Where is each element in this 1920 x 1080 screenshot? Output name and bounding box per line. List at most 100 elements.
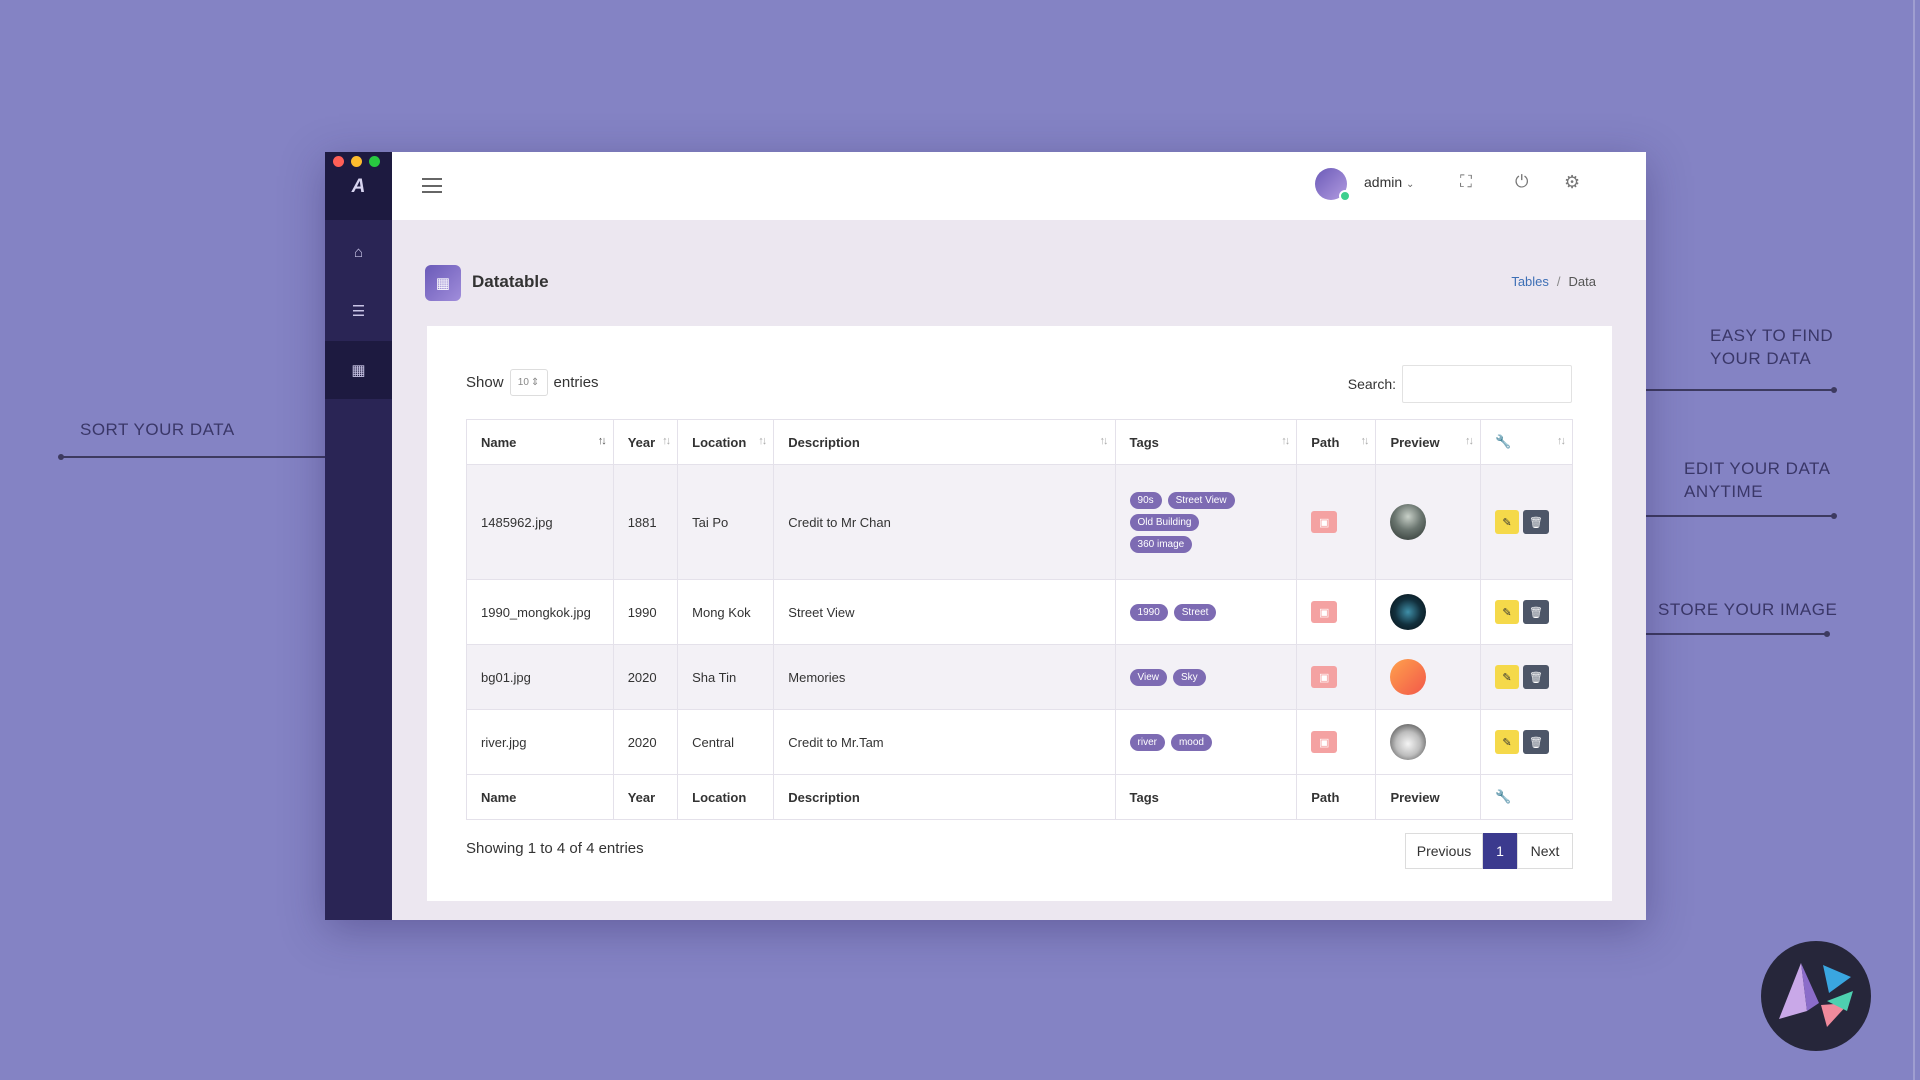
sort-icon: ↑↓ <box>597 435 607 447</box>
table-row[interactable]: bg01.jpg 2020 Sha Tin Memories View Sky … <box>466 644 1573 710</box>
column-header-path[interactable]: Path ↑↓ <box>1296 419 1377 465</box>
image-path-icon[interactable]: ▣ <box>1311 666 1338 688</box>
annotation-sort-dot <box>58 454 64 460</box>
annotation-sort: SORT YOUR DATA <box>80 420 235 439</box>
cell-actions: ✎ 🗑 <box>1480 709 1573 775</box>
search-control: Search: <box>1348 365 1572 403</box>
sort-icon: ↑↓ <box>758 435 767 447</box>
annotation-edit: EDIT YOUR DATA ANYTIME <box>1684 457 1831 503</box>
home-icon: ⌂ <box>353 243 364 261</box>
column-header-tags[interactable]: Tags ↑↓ <box>1114 419 1298 465</box>
user-menu[interactable]: admin ⌄ <box>1364 174 1414 190</box>
cell-name: river.jpg <box>466 709 614 775</box>
cell-tags: View Sky <box>1114 644 1298 710</box>
column-header-year[interactable]: Year ↑↓ <box>612 419 679 465</box>
top-bar: admin ⌄ ⛶ ⏻ ⚙ <box>392 152 1646 220</box>
gear-icon[interactable]: ⚙ <box>1564 172 1581 192</box>
previous-page-button[interactable]: Previous <box>1405 833 1483 869</box>
minimize-window-button[interactable] <box>351 156 362 167</box>
cell-actions: ✎ 🗑 <box>1480 464 1573 580</box>
cell-preview <box>1375 579 1482 645</box>
image-preview[interactable] <box>1390 659 1427 695</box>
right-edge-line <box>1913 0 1915 1080</box>
cell-path: ▣ <box>1296 644 1377 710</box>
sort-arrows-icon: ⇕ <box>530 377 540 388</box>
edit-icon[interactable]: ✎ <box>1495 510 1520 534</box>
cell-tags: 90s Street View Old Building 360 image <box>1114 464 1298 580</box>
tag: Old Building <box>1129 513 1200 531</box>
trash-icon[interactable]: 🗑 <box>1523 730 1550 754</box>
annotation-find-dot <box>1831 387 1837 393</box>
breadcrumb: Tables / Data <box>1511 274 1596 289</box>
column-header-actions[interactable]: 🔧 ↑↓ <box>1480 419 1573 465</box>
sort-icon: ↑↓ <box>1557 435 1566 447</box>
entries-label: entries <box>553 374 599 391</box>
breadcrumb-tables-link[interactable]: Tables <box>1511 274 1549 289</box>
fullscreen-icon[interactable]: ⛶ <box>1460 172 1472 191</box>
annotation-edit-dot <box>1831 513 1837 519</box>
cell-year: 1990 <box>612 579 679 645</box>
column-header-description[interactable]: Description ↑↓ <box>773 419 1116 465</box>
sort-icon: ↑↓ <box>662 435 671 447</box>
table-icon: ▦ <box>351 362 366 379</box>
image-preview[interactable] <box>1390 724 1427 760</box>
brand-logo-icon <box>1779 963 1853 1027</box>
image-path-icon[interactable]: ▣ <box>1311 511 1338 533</box>
sidebar-item-tables[interactable]: ▦ <box>325 341 392 399</box>
brand-logo-badge <box>1761 941 1871 1051</box>
wrench-icon: 🔧 <box>1495 434 1512 449</box>
column-header-location[interactable]: Location ↑↓ <box>677 419 775 465</box>
online-status-dot <box>1339 190 1351 202</box>
annotation-find: EASY TO FIND YOUR DATA <box>1710 324 1833 370</box>
cell-preview <box>1375 644 1482 710</box>
trash-icon[interactable]: 🗑 <box>1523 600 1550 624</box>
edit-icon[interactable]: ✎ <box>1495 730 1520 754</box>
close-window-button[interactable] <box>333 156 344 167</box>
datatable-card: Show 10 ⇕ entries Search: Name ↑↓ Year ↑↓ L… <box>427 326 1612 901</box>
table-row[interactable]: 1485962.jpg 1881 Tai Po Credit to Mr Cha… <box>466 464 1573 580</box>
tag: View <box>1129 668 1168 686</box>
cell-path: ▣ <box>1296 709 1377 775</box>
entries-length-select[interactable]: 10 ⇕ <box>509 369 548 396</box>
maximize-window-button[interactable] <box>369 156 380 167</box>
next-page-button[interactable]: Next <box>1517 833 1573 869</box>
chevron-down-icon: ⌄ <box>1406 179 1415 190</box>
sort-icon: ↑↓ <box>1281 435 1290 447</box>
trash-icon[interactable]: 🗑 <box>1523 510 1550 534</box>
image-preview[interactable] <box>1390 594 1427 630</box>
annotation-edit-line <box>1566 515 1834 517</box>
table-row[interactable]: 1990_mongkok.jpg 1990 Mong Kok Street Vi… <box>466 579 1573 645</box>
cell-tags: 1990 Street <box>1114 579 1298 645</box>
annotation-find-line1: EASY TO FIND <box>1710 326 1834 345</box>
hamburger-menu-icon[interactable] <box>422 178 442 193</box>
page-1-button[interactable]: 1 <box>1483 833 1517 869</box>
cell-actions: ✎ 🗑 <box>1480 644 1573 710</box>
trash-icon[interactable]: 🗑 <box>1523 665 1550 689</box>
table-row[interactable]: river.jpg 2020 Central Credit to Mr.Tam … <box>466 709 1573 775</box>
annotation-edit-line2: ANYTIME <box>1684 482 1764 501</box>
image-preview[interactable] <box>1390 504 1427 540</box>
sidebar-item-home[interactable]: ⌂ <box>325 223 392 281</box>
column-header-preview[interactable]: Preview ↑↓ <box>1375 419 1482 465</box>
column-header-name[interactable]: Name ↑↓ <box>466 419 614 465</box>
app-logo[interactable]: A <box>351 176 366 197</box>
app-window: A ⌂ ☰ ▦ admin ⌄ ⛶ ⏻ ⚙ ▦ Datatable Tables… <box>325 152 1646 920</box>
search-label: Search: <box>1347 376 1396 392</box>
footer-preview: Preview <box>1375 774 1482 820</box>
search-input[interactable] <box>1402 365 1572 403</box>
show-label: Show <box>466 374 504 391</box>
sidebar-header: A <box>325 152 392 220</box>
cell-name: bg01.jpg <box>466 644 614 710</box>
sidebar-item-list[interactable]: ☰ <box>325 282 392 340</box>
power-icon[interactable]: ⏻ <box>1515 172 1529 191</box>
sort-icon: ↑↓ <box>1099 435 1109 447</box>
edit-icon[interactable]: ✎ <box>1495 600 1520 624</box>
image-path-icon[interactable]: ▣ <box>1311 601 1338 623</box>
edit-icon[interactable]: ✎ <box>1495 665 1520 689</box>
image-path-icon[interactable]: ▣ <box>1311 731 1338 753</box>
tag: 90s <box>1129 491 1162 509</box>
footer-name: Name <box>466 774 614 820</box>
cell-tags: river mood <box>1114 709 1298 775</box>
table-header-row: Name ↑↓ Year ↑↓ Location ↑↓ Description ↑↓ T… <box>466 419 1573 465</box>
entries-length-control: Show 10 ⇕ entries <box>466 369 599 396</box>
